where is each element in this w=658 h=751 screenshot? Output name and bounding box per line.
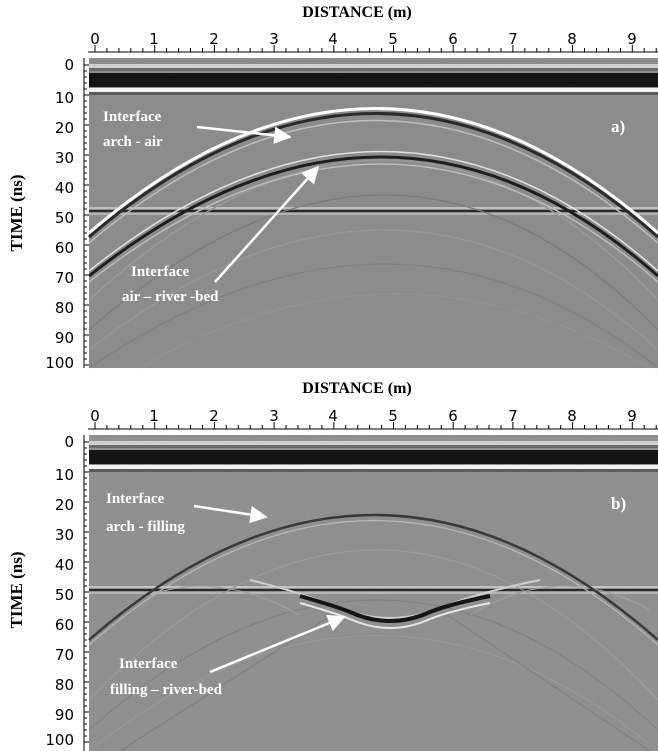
hyperbola-arch-air — [88, 107, 658, 244]
y-tick-label: 10 — [55, 466, 74, 484]
y-tick-label: 60 — [55, 616, 74, 634]
x-tick-labels: 0 1 2 3 4 5 6 7 8 9 — [90, 30, 637, 48]
annotation-text: arch - air — [103, 134, 163, 150]
annotation-arch-air: Interface arch - air — [103, 109, 292, 150]
y-tick-label: 60 — [55, 239, 74, 257]
x-tick-label: 0 — [90, 407, 100, 425]
x-axis-ticks — [94, 45, 657, 52]
y-tick-label: 80 — [55, 299, 74, 317]
y-tick-label: 20 — [55, 119, 74, 137]
x-axis-title: DISTANCE (m) — [302, 380, 411, 397]
x-tick-label: 4 — [328, 407, 338, 425]
x-tick-label: 5 — [388, 30, 398, 48]
y-tick-label: 90 — [55, 329, 74, 347]
annotation-text: Interface — [106, 491, 165, 507]
reflector-filling-riverbed — [249, 579, 541, 629]
x-tick-label: 0 — [90, 30, 100, 48]
y-tick-label: 70 — [55, 646, 74, 664]
y-tick-label: 100 — [45, 354, 74, 372]
y-tick-label: 30 — [55, 149, 74, 167]
y-tick-label: 30 — [55, 526, 74, 544]
x-tick-label: 9 — [627, 407, 637, 425]
x-axis-ticks — [94, 422, 657, 429]
annotation-arrow — [196, 125, 292, 145]
hyperbola-arch-filling — [88, 513, 658, 646]
annotation-text: arch - filling — [106, 519, 185, 535]
annotation-text: filling – river-bed — [110, 682, 223, 698]
panel-a: DISTANCE (m) 0 1 2 3 4 5 6 7 8 9 TIME (n… — [7, 4, 658, 372]
radargram-a: Interface arch - air Interface air – riv… — [88, 58, 658, 369]
x-tick-label: 1 — [149, 407, 159, 425]
annotation-text: air – river -bed — [122, 289, 219, 305]
y-tick-label: 50 — [55, 586, 74, 604]
y-tick-label: 100 — [45, 731, 74, 749]
x-tick-label: 6 — [448, 30, 458, 48]
x-tick-label: 7 — [508, 407, 518, 425]
hyperbola-air-riverbed — [88, 150, 658, 283]
x-tick-label: 3 — [269, 407, 279, 425]
x-tick-label: 6 — [448, 407, 458, 425]
y-tick-label: 40 — [55, 179, 74, 197]
x-tick-label: 1 — [149, 30, 159, 48]
y-axis-title: TIME (ns) — [7, 175, 26, 252]
x-tick-label: 2 — [209, 407, 219, 425]
panel-b: DISTANCE (m) 0 1 2 3 4 5 6 7 8 9 TIME (n… — [7, 380, 658, 751]
direct-wave-band — [89, 64, 658, 95]
radargram-b: Interface arch - filling Interface filli… — [88, 435, 658, 751]
y-tick-label: 40 — [55, 556, 74, 574]
y-tick-label: 70 — [55, 269, 74, 287]
y-tick-label: 20 — [55, 496, 74, 514]
y-tick-label: 0 — [64, 56, 74, 74]
x-tick-label: 4 — [328, 30, 338, 48]
annotation-arrow — [214, 165, 320, 283]
panel-label: a) — [611, 117, 625, 136]
annotation-arrow — [209, 614, 346, 674]
faint-hyperbolas — [88, 549, 658, 751]
x-tick-label: 8 — [567, 407, 577, 425]
annotation-text: Interface — [131, 264, 190, 280]
x-tick-label: 5 — [388, 407, 398, 425]
y-tick-labels: 0 10 20 30 40 50 60 70 80 90 100 — [45, 433, 74, 749]
annotation-text: Interface — [103, 109, 162, 125]
x-axis-title: DISTANCE (m) — [302, 4, 411, 21]
y-tick-labels: 0 10 20 30 40 50 60 70 80 90 100 — [45, 56, 74, 372]
x-tick-label: 9 — [627, 30, 637, 48]
y-axis-title: TIME (ns) — [7, 552, 26, 629]
x-tick-labels: 0 1 2 3 4 5 6 7 8 9 — [90, 407, 637, 425]
x-tick-label: 8 — [567, 30, 577, 48]
annotation-arch-filling: Interface arch - filling — [106, 491, 268, 535]
annotation-arrow — [193, 504, 268, 524]
x-tick-label: 3 — [269, 30, 279, 48]
y-tick-label: 80 — [55, 676, 74, 694]
y-tick-label: 10 — [55, 89, 74, 107]
panel-label: b) — [611, 494, 626, 513]
annotation-air-riverbed: Interface air – river -bed — [122, 165, 320, 305]
x-tick-label: 2 — [209, 30, 219, 48]
annotation-text: Interface — [119, 656, 178, 672]
y-tick-label: 0 — [64, 433, 74, 451]
faint-hyperbolas — [88, 159, 658, 369]
direct-wave-band — [89, 441, 658, 472]
y-tick-label: 50 — [55, 209, 74, 227]
x-tick-label: 7 — [508, 30, 518, 48]
annotation-filling-riverbed: Interface filling – river-bed — [110, 614, 346, 698]
y-tick-label: 90 — [55, 706, 74, 724]
